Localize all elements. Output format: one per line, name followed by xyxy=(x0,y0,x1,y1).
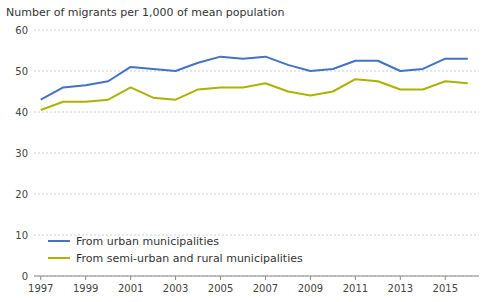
x-tick-label: 1999 xyxy=(73,283,98,294)
x-tick xyxy=(175,276,176,280)
grid-line xyxy=(34,194,479,195)
x-tick xyxy=(445,276,446,280)
x-tick xyxy=(310,276,311,280)
y-tick-label: 40 xyxy=(15,107,28,118)
x-tick-label: 2005 xyxy=(208,283,233,294)
x-tick-label: 2011 xyxy=(343,283,368,294)
x-tick xyxy=(220,276,221,280)
x-tick xyxy=(355,276,356,280)
legend-swatch xyxy=(48,240,70,242)
legend-swatch xyxy=(48,257,70,259)
x-tick-label: 2007 xyxy=(253,283,278,294)
y-tick-label: 50 xyxy=(15,66,28,77)
x-axis-line xyxy=(34,276,479,277)
lines xyxy=(41,57,468,110)
grid-line xyxy=(34,153,479,154)
chart: Number of migrants per 1,000 of mean pop… xyxy=(0,0,491,302)
x-tick xyxy=(265,276,266,280)
x-tick-label: 2001 xyxy=(118,283,143,294)
x-tick xyxy=(85,276,86,280)
x-tick-label: 2003 xyxy=(163,283,188,294)
x-tick xyxy=(130,276,131,280)
x-tick-label: 1997 xyxy=(28,283,53,294)
y-tick-label: 10 xyxy=(15,230,28,241)
x-tick-label: 2013 xyxy=(388,283,413,294)
series-line xyxy=(41,79,468,110)
legend-label: From urban municipalities xyxy=(76,235,219,248)
legend-label: From semi-urban and rural municipalities xyxy=(76,252,303,265)
legend: From urban municipalities From semi-urban… xyxy=(48,235,303,265)
x-tick-label: 2009 xyxy=(298,283,323,294)
y-tick-label: 20 xyxy=(15,189,28,200)
y-tick-label: 60 xyxy=(15,25,28,36)
y-grid xyxy=(34,30,479,276)
grid-line xyxy=(34,112,479,113)
x-tick xyxy=(400,276,401,280)
y-tick-label: 0 xyxy=(22,271,28,282)
series-line xyxy=(41,57,468,100)
x-tick xyxy=(40,276,41,280)
y-axis-label: Number of migrants per 1,000 of mean pop… xyxy=(6,6,284,19)
x-tick-label: 2015 xyxy=(433,283,458,294)
grid-line xyxy=(34,30,479,31)
y-tick-label: 30 xyxy=(15,148,28,159)
grid-line xyxy=(34,276,479,277)
